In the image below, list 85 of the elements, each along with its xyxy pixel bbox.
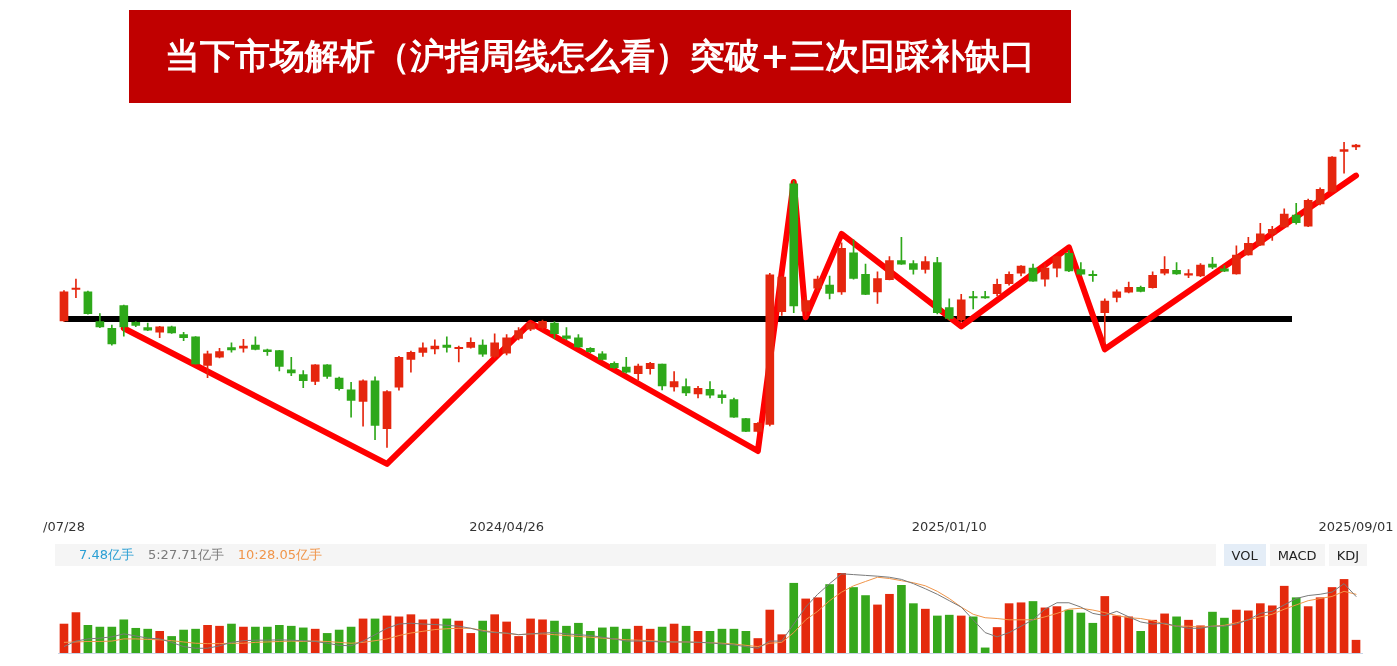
bar	[502, 621, 511, 653]
text: 7.48亿手	[79, 546, 134, 564]
candlestick	[968, 290, 978, 310]
candlestick	[717, 390, 727, 404]
bar	[1088, 622, 1098, 653]
candlestick	[1088, 270, 1098, 282]
bar	[1279, 585, 1289, 653]
bar	[909, 603, 918, 653]
x-tick-label: 2025/01/10	[911, 518, 987, 534]
bar	[944, 614, 954, 653]
bar	[1208, 611, 1217, 653]
bar	[861, 595, 870, 653]
bar	[1315, 597, 1325, 653]
bar	[825, 584, 834, 653]
bar	[1172, 616, 1181, 653]
candlestick	[442, 336, 452, 353]
bar	[490, 614, 499, 653]
bar	[1291, 597, 1301, 653]
bar	[765, 609, 775, 653]
bar	[550, 620, 559, 653]
bar	[873, 604, 882, 653]
bar	[849, 587, 858, 653]
bar	[1100, 596, 1110, 653]
bar	[1136, 630, 1146, 653]
bar	[442, 618, 452, 653]
bar	[1244, 610, 1253, 653]
bar	[1184, 619, 1193, 653]
bar	[921, 608, 930, 653]
bar	[310, 628, 320, 653]
bar	[239, 626, 248, 653]
bar	[1160, 613, 1169, 653]
bar	[1112, 615, 1122, 653]
bar	[1076, 612, 1086, 653]
bar	[897, 584, 906, 653]
bar	[932, 615, 942, 653]
bar	[298, 627, 308, 653]
bar	[251, 626, 260, 653]
x-tick-label: 2024/04/26	[469, 518, 545, 534]
candlestick	[286, 356, 296, 376]
bar	[286, 625, 296, 653]
bar	[1255, 603, 1265, 653]
bar	[789, 582, 799, 653]
bar	[1196, 625, 1205, 653]
text: 10:28.05亿手	[237, 546, 322, 564]
bar	[801, 598, 811, 653]
bar	[1064, 609, 1074, 653]
x-tick-label: /07/28	[43, 518, 85, 534]
bar	[538, 619, 547, 653]
bar	[968, 616, 978, 653]
text: VOL	[1223, 544, 1266, 566]
bar	[1124, 616, 1134, 653]
bar	[1052, 606, 1062, 653]
bar	[466, 633, 476, 653]
bar	[227, 623, 236, 653]
bar	[1267, 605, 1277, 653]
bar	[956, 615, 966, 653]
candlestick	[454, 345, 464, 363]
bar	[526, 618, 535, 653]
bar	[562, 625, 571, 653]
text: MACD	[1269, 544, 1325, 566]
x-tick-label: 2025/09/01	[1318, 518, 1394, 534]
bar	[813, 597, 822, 653]
bar	[215, 625, 224, 653]
text: 5:27.71亿手	[147, 546, 224, 564]
bar	[454, 620, 464, 653]
bar	[633, 625, 643, 653]
text: KDJ	[1328, 544, 1367, 566]
bar	[1351, 639, 1361, 653]
candlestick	[1339, 142, 1349, 174]
bar	[1220, 617, 1229, 653]
bar	[514, 636, 523, 653]
bar	[203, 624, 212, 653]
bar	[1148, 619, 1157, 653]
bar	[1303, 606, 1313, 653]
bar	[645, 628, 655, 653]
bar	[155, 630, 165, 653]
bar	[885, 593, 894, 653]
bar	[1232, 609, 1241, 653]
bar	[837, 573, 846, 653]
bar	[478, 620, 488, 653]
bar	[598, 627, 607, 653]
chart-title: 当下市场解析（沪指周线怎么看）突破+三次回踩补缺口	[129, 10, 1071, 103]
bar	[274, 624, 284, 653]
bar	[609, 626, 619, 653]
bar	[119, 619, 129, 653]
